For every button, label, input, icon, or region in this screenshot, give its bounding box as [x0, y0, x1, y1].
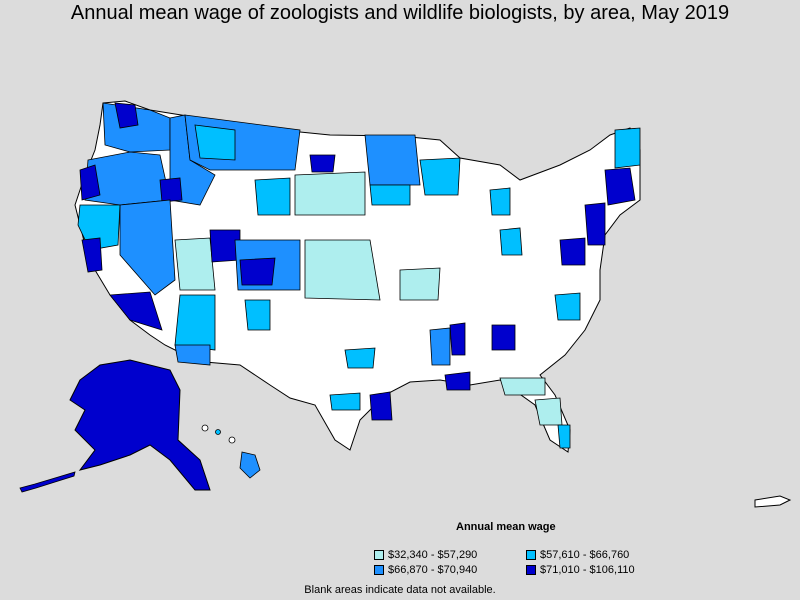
region-alaska [69, 359, 211, 491]
region-alabama [449, 322, 466, 356]
legend-label-3: $66,870 - $70,940 [388, 564, 478, 576]
region-arizona-south [174, 344, 211, 366]
region-washington [102, 102, 171, 153]
legend-item-4: $71,010 - $106,110 [526, 564, 635, 576]
region-minnesota-south [369, 184, 411, 206]
region-florida-central [534, 397, 563, 426]
region-missouri [399, 267, 441, 301]
legend-item-3: $66,870 - $70,940 [374, 564, 477, 576]
region-new-mexico [244, 299, 271, 331]
legend-swatch-4 [526, 565, 536, 575]
region-ohio [499, 227, 523, 256]
region-gulf-coast [444, 371, 471, 391]
legend-label-4: $71,010 - $106,110 [540, 564, 635, 576]
region-hawaii [201, 424, 261, 479]
legend-title: Annual mean wage [456, 521, 556, 533]
region-idaho-east [159, 177, 183, 203]
region-alaska-aleutians [19, 471, 76, 493]
data-availability-note: Blank areas indicate data not available. [304, 584, 496, 596]
region-wisconsin [419, 157, 461, 196]
legend-swatch-3 [374, 565, 384, 575]
region-texas-houston [369, 391, 393, 421]
legend-item-2: $57,610 - $66,760 [526, 549, 629, 561]
region-colorado-front [239, 257, 276, 286]
legend-item-1: $32,340 - $57,290 [374, 549, 477, 561]
region-puerto-rico [754, 495, 792, 508]
region-florida-south [557, 424, 571, 449]
region-texas-central [329, 392, 361, 411]
region-oregon-coast [79, 164, 101, 201]
region-florida-north [499, 377, 546, 396]
region-nj-ny [584, 202, 606, 246]
legend-label-2: $57,610 - $66,760 [540, 549, 630, 561]
region-ca-bay [81, 237, 103, 273]
region-montana-central [309, 154, 336, 173]
region-michigan-east [489, 187, 511, 216]
page-title: Annual mean wage of zoologists and wildl… [70, 2, 730, 24]
region-nevada [119, 199, 176, 296]
region-ca-south [109, 291, 163, 331]
legend-swatch-1 [374, 550, 384, 560]
region-seattle [114, 102, 139, 129]
region-mississippi [429, 327, 451, 366]
region-kansas-nebraska [304, 239, 381, 301]
region-montana-west [194, 124, 236, 161]
region-virginia-dc [559, 237, 586, 266]
region-oregon [84, 151, 171, 206]
region-arizona [174, 294, 216, 351]
region-new-england [604, 167, 636, 206]
region-carolinas [554, 292, 581, 321]
region-maine [614, 127, 641, 169]
region-wyoming-west [254, 177, 291, 216]
region-ca-north [77, 204, 121, 251]
legend-swatch-2 [526, 550, 536, 560]
region-utah [174, 237, 216, 291]
region-minnesota [364, 134, 421, 186]
legend-label-1: $32,340 - $57,290 [388, 549, 478, 561]
region-georgia [491, 324, 516, 351]
region-dakota [294, 171, 366, 216]
region-texas-east [344, 347, 376, 369]
